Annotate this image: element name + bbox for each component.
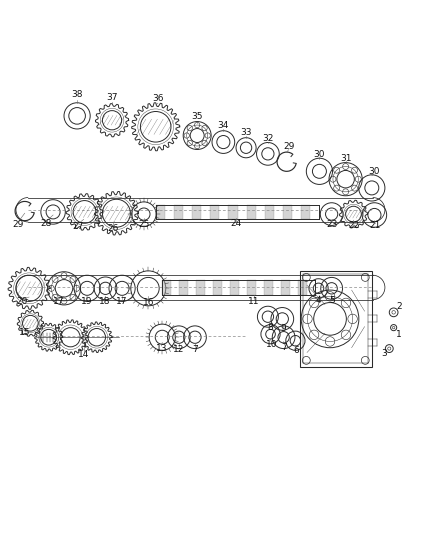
Text: 17: 17 xyxy=(53,297,64,306)
Text: 9: 9 xyxy=(281,325,286,334)
Text: 25: 25 xyxy=(138,220,150,229)
Bar xyxy=(247,205,256,219)
Text: 3: 3 xyxy=(381,349,387,358)
Text: 6: 6 xyxy=(294,346,300,356)
Text: 37: 37 xyxy=(106,93,118,102)
Text: 30: 30 xyxy=(368,167,380,176)
Text: 15: 15 xyxy=(19,328,31,337)
Text: 31: 31 xyxy=(340,154,351,163)
Text: 19: 19 xyxy=(81,297,92,306)
Text: 5: 5 xyxy=(330,296,336,305)
Bar xyxy=(155,205,165,219)
Text: 10: 10 xyxy=(265,340,277,349)
Text: 20: 20 xyxy=(16,297,27,306)
Text: 7: 7 xyxy=(192,345,198,354)
Text: 30: 30 xyxy=(314,150,325,159)
Text: 23: 23 xyxy=(326,220,337,229)
Text: 1: 1 xyxy=(396,330,402,338)
Bar xyxy=(192,205,201,219)
Text: 2: 2 xyxy=(396,302,402,311)
Bar xyxy=(229,205,237,219)
Text: 29: 29 xyxy=(283,142,294,151)
Text: 34: 34 xyxy=(218,122,229,131)
Text: 7: 7 xyxy=(282,343,287,352)
Text: 27: 27 xyxy=(73,222,84,231)
Text: 38: 38 xyxy=(71,90,83,99)
Bar xyxy=(300,271,372,367)
Text: 35: 35 xyxy=(191,112,203,121)
Bar xyxy=(247,280,256,295)
Text: 13: 13 xyxy=(155,344,167,353)
Text: 33: 33 xyxy=(240,128,252,138)
Text: 32: 32 xyxy=(262,134,274,143)
Text: 21: 21 xyxy=(370,221,381,230)
Text: 36: 36 xyxy=(152,94,164,103)
Bar xyxy=(174,205,183,219)
Bar xyxy=(298,280,307,295)
Text: 17: 17 xyxy=(117,297,128,306)
Bar xyxy=(179,280,188,295)
Bar xyxy=(196,280,205,295)
Text: 14: 14 xyxy=(78,350,89,359)
Text: 4: 4 xyxy=(316,296,321,305)
Text: 11: 11 xyxy=(248,297,260,306)
Bar xyxy=(264,280,272,295)
Text: 8: 8 xyxy=(268,323,273,332)
Bar xyxy=(162,280,171,295)
Bar xyxy=(265,205,274,219)
Bar xyxy=(283,205,292,219)
Bar xyxy=(230,280,239,295)
Text: 22: 22 xyxy=(349,221,360,230)
Text: 28: 28 xyxy=(41,219,52,228)
Text: 18: 18 xyxy=(99,297,110,306)
Bar xyxy=(210,205,219,219)
Bar xyxy=(213,280,222,295)
Text: 29: 29 xyxy=(12,220,24,229)
Text: 26: 26 xyxy=(108,223,119,232)
Text: 24: 24 xyxy=(231,219,242,228)
Text: 16: 16 xyxy=(142,298,154,307)
Bar xyxy=(301,205,311,219)
Text: 12: 12 xyxy=(173,345,184,354)
Bar xyxy=(281,280,290,295)
